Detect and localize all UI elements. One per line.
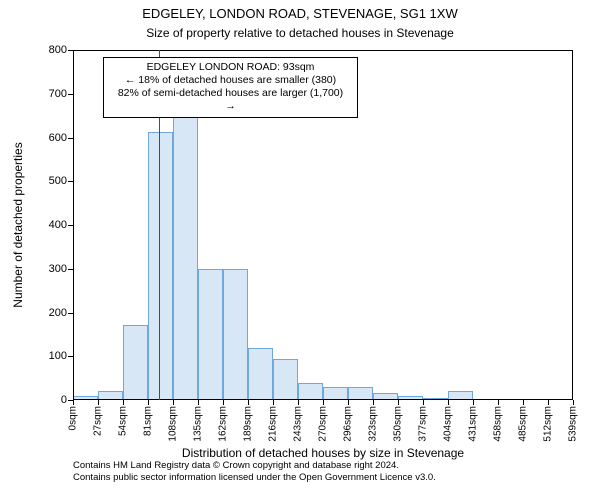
- y-tick-mark: [68, 138, 73, 139]
- y-tick-label: 500: [27, 175, 67, 187]
- x-tick-label: 243sqm: [293, 406, 304, 442]
- plot-border: [572, 50, 573, 400]
- x-tick-label: 512sqm: [543, 406, 554, 442]
- x-tick-label: 189sqm: [243, 406, 254, 442]
- y-tick-mark: [68, 269, 73, 270]
- x-tick-label: 216sqm: [268, 406, 279, 442]
- y-tick-mark: [68, 50, 73, 51]
- x-tick-mark: [248, 400, 249, 405]
- y-tick-mark: [68, 356, 73, 357]
- x-tick-mark: [298, 400, 299, 405]
- x-tick-label: 323sqm: [368, 406, 379, 442]
- x-tick-mark: [423, 400, 424, 405]
- annotation-line: ← 18% of detached houses are smaller (38…: [114, 74, 347, 87]
- y-tick-mark: [68, 94, 73, 95]
- figure: { "header": { "title": "EDGELEY, LONDON …: [0, 0, 600, 500]
- y-tick-label: 100: [27, 350, 67, 362]
- x-tick-label: 377sqm: [418, 406, 429, 442]
- x-tick-label: 54sqm: [118, 406, 129, 436]
- histogram-bar: [173, 113, 198, 400]
- plot-border: [73, 50, 573, 51]
- y-tick-label: 800: [27, 44, 67, 56]
- x-tick-label: 350sqm: [393, 406, 404, 442]
- x-tick-mark: [373, 400, 374, 405]
- y-tick-mark: [68, 313, 73, 314]
- annotation-box: EDGELEY LONDON ROAD: 93sqm ← 18% of deta…: [103, 57, 358, 118]
- x-tick-mark: [98, 400, 99, 405]
- x-tick-label: 81sqm: [143, 406, 154, 436]
- y-tick-label: 200: [27, 307, 67, 319]
- footer-line: Contains public sector information licen…: [73, 472, 436, 484]
- x-tick-mark: [473, 400, 474, 405]
- plot-border: [73, 50, 74, 400]
- x-tick-mark: [448, 400, 449, 405]
- histogram-bar: [148, 132, 173, 400]
- x-tick-label: 296sqm: [343, 406, 354, 442]
- x-tick-label: 485sqm: [518, 406, 529, 442]
- histogram-bar: [248, 348, 273, 401]
- attribution-footer: Contains HM Land Registry data © Crown c…: [73, 460, 436, 484]
- y-tick-label: 400: [27, 219, 67, 231]
- x-tick-label: 108sqm: [168, 406, 179, 442]
- x-tick-label: 431sqm: [468, 406, 479, 442]
- x-tick-label: 458sqm: [493, 406, 504, 442]
- x-tick-mark: [173, 400, 174, 405]
- x-tick-mark: [548, 400, 549, 405]
- histogram-bar: [223, 269, 248, 400]
- x-tick-label: 135sqm: [193, 406, 204, 442]
- x-tick-mark: [573, 400, 574, 405]
- x-tick-mark: [73, 400, 74, 405]
- histogram-bar: [298, 383, 323, 401]
- y-tick-mark: [68, 181, 73, 182]
- x-tick-mark: [198, 400, 199, 405]
- y-tick-label: 300: [27, 263, 67, 275]
- chart-subtitle: Size of property relative to detached ho…: [0, 26, 600, 40]
- x-tick-mark: [323, 400, 324, 405]
- x-axis-label: Distribution of detached houses by size …: [73, 446, 573, 460]
- y-tick-mark: [68, 225, 73, 226]
- x-tick-mark: [123, 400, 124, 405]
- histogram-bar: [123, 325, 148, 400]
- y-tick-label: 0: [27, 394, 67, 406]
- x-tick-label: 0sqm: [68, 406, 79, 430]
- x-tick-mark: [523, 400, 524, 405]
- x-tick-mark: [498, 400, 499, 405]
- y-tick-label: 600: [27, 132, 67, 144]
- x-tick-mark: [348, 400, 349, 405]
- chart-title: EDGELEY, LONDON ROAD, STEVENAGE, SG1 1XW: [0, 6, 600, 21]
- x-tick-label: 539sqm: [568, 406, 579, 442]
- x-axis: 0sqm27sqm54sqm81sqm108sqm135sqm162sqm189…: [73, 400, 573, 450]
- annotation-line: EDGELEY LONDON ROAD: 93sqm: [114, 61, 347, 74]
- annotation-line: 82% of semi-detached houses are larger (…: [114, 87, 347, 113]
- x-tick-label: 27sqm: [93, 406, 104, 436]
- histogram-bar: [273, 359, 298, 400]
- histogram-bar: [198, 269, 223, 400]
- x-tick-mark: [148, 400, 149, 405]
- x-tick-label: 162sqm: [218, 406, 229, 442]
- x-tick-mark: [223, 400, 224, 405]
- x-tick-mark: [398, 400, 399, 405]
- y-tick-label: 700: [27, 88, 67, 100]
- y-axis: 0100200300400500600700800: [0, 50, 73, 400]
- x-tick-label: 404sqm: [443, 406, 454, 442]
- footer-line: Contains HM Land Registry data © Crown c…: [73, 460, 436, 472]
- x-tick-mark: [273, 400, 274, 405]
- x-tick-label: 270sqm: [318, 406, 329, 442]
